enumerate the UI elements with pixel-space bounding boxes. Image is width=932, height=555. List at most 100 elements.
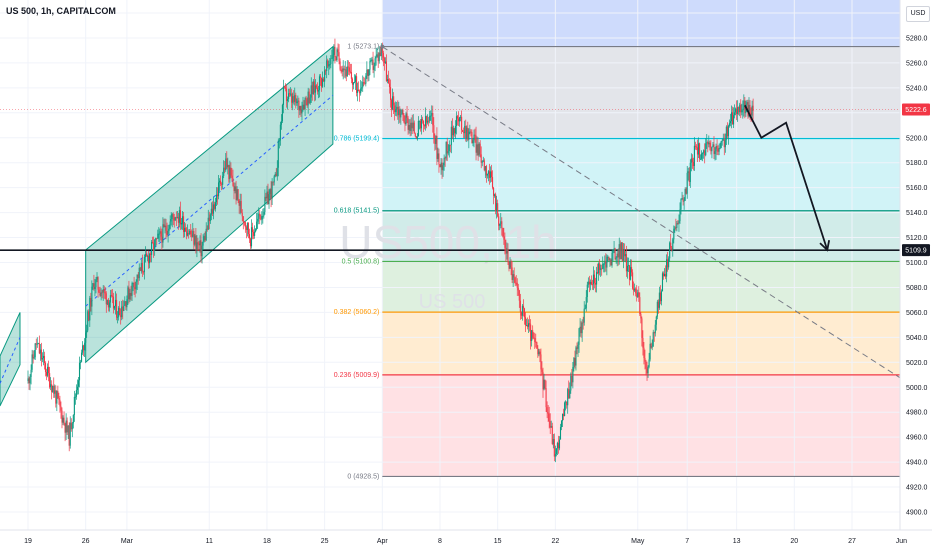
candle-body [648,359,650,367]
candle-body [473,134,475,141]
candle-body [150,253,152,255]
candle-body [455,116,458,126]
candle-body [266,191,268,199]
candle-body [444,157,446,159]
candle-body [179,210,181,225]
candle-body [81,352,83,362]
candle-body [616,253,618,258]
level-price-badge [902,244,930,257]
candles [27,38,754,463]
candle-body [197,242,199,244]
candle-body [387,79,390,84]
candle-body [361,87,363,89]
candle-body [435,135,437,144]
candle-body [357,89,359,93]
candle-body [597,272,599,274]
candle-body [348,67,350,72]
candle-body [70,422,72,430]
candle-body [153,243,155,251]
candle-body [172,214,174,218]
candle-body [300,106,302,114]
candle-body [359,91,361,94]
currency-button[interactable]: USD [906,6,930,22]
candle-body [49,373,51,388]
candle-body [44,362,47,373]
candle-body [654,324,656,334]
candle-body [177,216,179,223]
candle-body [555,448,557,455]
candle-body [580,326,582,334]
candle-body [438,153,440,165]
candle-body [332,54,334,58]
candle-body [180,222,183,225]
candle-body [303,104,305,110]
candle-body [360,88,362,94]
candle-body [310,85,312,98]
candle-body [739,104,741,113]
candle-body [155,238,157,240]
candle-body [162,224,164,243]
candle-body [452,128,454,136]
candle-body [79,361,82,363]
channel-main [85,45,334,364]
candle-body [602,263,604,269]
candle-body [45,372,48,376]
candle-body [474,134,476,136]
candle-body [568,389,570,399]
candle-body [259,213,261,217]
candle-body [527,325,529,327]
candle-body [122,306,124,312]
candle-body [707,142,709,145]
candle-body [632,272,634,289]
candle-body [484,166,486,171]
candle-body [308,91,310,104]
candle-body [219,180,221,183]
candle-body [67,425,69,433]
candle-body [250,227,253,247]
candle-body [535,342,537,343]
candle-body [544,379,546,389]
candle-body [400,114,402,118]
candle-body [188,233,190,234]
candle-body [579,326,581,329]
candle-body [72,414,74,424]
candle-body [47,366,49,376]
candle-body [560,420,563,428]
candle-body [475,135,477,153]
candle-body [390,87,392,100]
candle-body [37,343,39,344]
candle-body [409,125,411,131]
candle-body [69,422,71,446]
candle-body [748,104,750,117]
candle-body [247,223,249,235]
candle-body [293,96,295,102]
candle-body [668,258,670,268]
candle-body [185,227,187,232]
candle-body [261,216,263,220]
price-tick-label: 4960.0 [906,435,928,442]
price-axis-bg [900,0,932,550]
candle-body [125,301,127,308]
time-tick-label: May [631,538,645,545]
candle-body [321,77,323,87]
candle-body [148,253,151,264]
candle-body [415,136,417,139]
candle-body [583,308,585,323]
fib-level-label: 0.618 (5141.5) [334,208,380,215]
candle-body [166,230,168,235]
current-price-label: 5222.6 [905,107,927,114]
candle-body [126,299,128,308]
candle-body [489,171,492,178]
price-tick-label: 5020.0 [906,360,928,367]
candle-body [615,257,617,260]
candle-body [384,61,386,64]
candle-body [204,236,206,241]
candle-body [61,410,63,423]
candle-body [358,89,360,92]
candle-body [156,238,158,240]
candle-body [371,59,373,61]
candle-body [493,187,495,196]
candle-body [248,234,250,239]
candle-body [610,259,612,266]
time-tick-label: 15 [494,538,502,545]
